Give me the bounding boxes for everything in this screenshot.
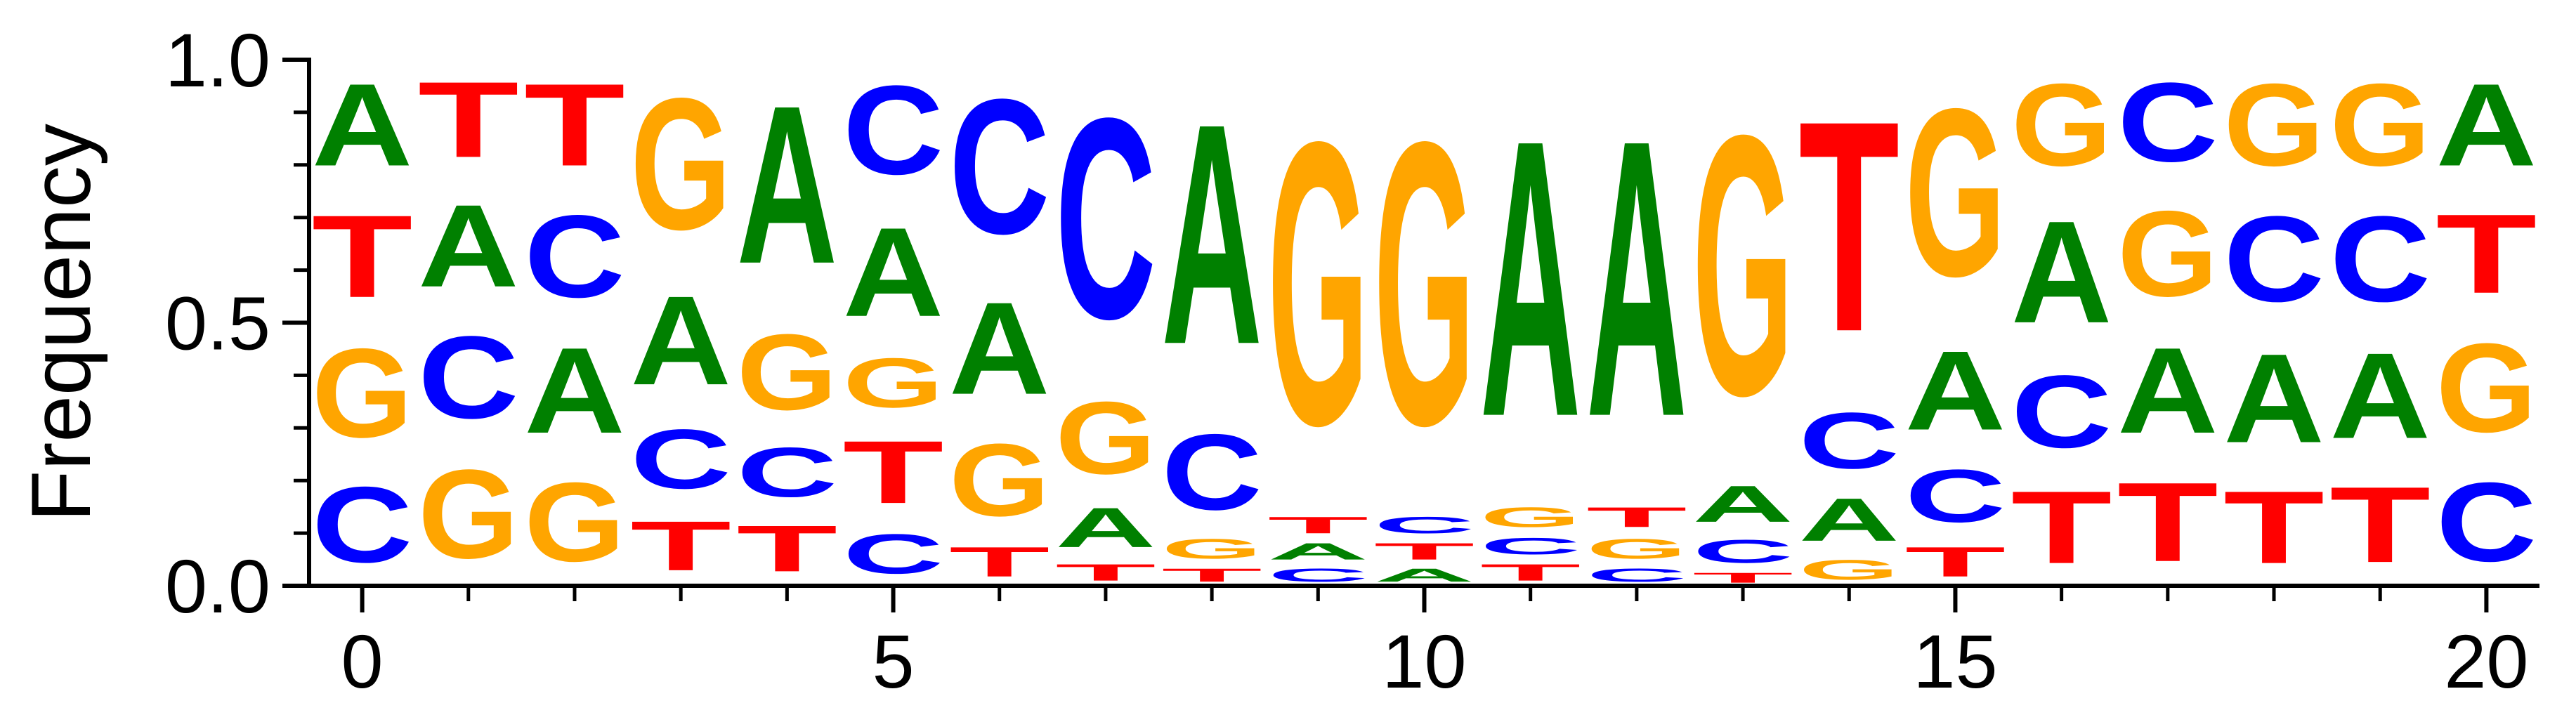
- logo-letter-T: T: [1374, 538, 1475, 564]
- logo-letter-T: T: [2117, 459, 2218, 585]
- y-tick-label: 0.5: [165, 281, 270, 366]
- logo-letter-T: T: [2329, 465, 2431, 586]
- logo-letter-A: A: [312, 59, 413, 190]
- logo-letter-A: A: [2117, 322, 2218, 459]
- logo-letter-A: A: [1374, 565, 1475, 586]
- logo-letter-T: T: [418, 60, 519, 180]
- logo-letter-T: T: [1798, 58, 1900, 394]
- logo-letter-A: A: [1161, 59, 1262, 410]
- logo-letter-A: A: [1055, 497, 1156, 559]
- y-axis-label: Frequency: [14, 124, 108, 522]
- logo-letter-G: G: [1480, 501, 1581, 533]
- logo-letter-G: G: [312, 322, 413, 464]
- logo-letter-C: C: [1586, 565, 1687, 586]
- logo-letter-T: T: [1161, 565, 1262, 586]
- logo-letter-C: C: [2011, 355, 2112, 470]
- logo-letter-G: G: [2117, 186, 2218, 322]
- logo-letters: CGTAGCATGACTTCAGTCGACTGACTGACTAGCTGCACAT…: [312, 58, 2537, 586]
- logo-letter-T: T: [312, 191, 413, 322]
- y-tick-label: 1.0: [165, 18, 270, 103]
- logo-letter-G: G: [1267, 58, 1368, 510]
- logo-letter-T: T: [737, 512, 838, 586]
- logo-letter-A: A: [1480, 59, 1581, 499]
- logo-letter-C: C: [1161, 412, 1262, 532]
- logo-letter-T: T: [2436, 191, 2537, 317]
- logo-letter-A: A: [1586, 59, 1687, 499]
- logo-letter-G: G: [1161, 533, 1262, 565]
- logo-letter-A: A: [949, 275, 1050, 421]
- axes: 0.0 0.5 1.0 0 5 10 15 20: [165, 18, 2539, 704]
- logo-letter-T: T: [630, 506, 731, 585]
- y-ticks: 0.0 0.5 1.0: [165, 18, 309, 629]
- logo-letter-T: T: [1267, 512, 1368, 538]
- logo-letter-A: A: [524, 322, 625, 459]
- logo-letter-C: C: [418, 312, 519, 443]
- logo-letter-C: C: [1480, 533, 1581, 559]
- logo-letter-A: A: [737, 58, 838, 310]
- logo-letter-A: A: [1267, 539, 1368, 565]
- logo-letter-A: A: [843, 202, 944, 343]
- logo-letter-A: A: [2436, 59, 2537, 190]
- x-tick-label: 15: [1913, 619, 1997, 704]
- x-tick-label: 20: [2444, 619, 2528, 704]
- logo-letter-G: G: [737, 312, 838, 433]
- logo-letter-T: T: [1692, 570, 1793, 586]
- logo-letter-T: T: [1055, 559, 1156, 585]
- logo-letter-C: C: [843, 60, 944, 202]
- logo-letter-G: G: [1692, 58, 1793, 473]
- logo-letter-C: C: [1267, 565, 1368, 586]
- logo-letter-G: G: [843, 344, 944, 422]
- logo-letter-C: C: [1374, 512, 1475, 538]
- logo-letter-T: T: [524, 60, 625, 191]
- logo-letter-A: A: [1905, 328, 2006, 454]
- logo-letter-A: A: [2223, 328, 2325, 470]
- logo-letter-A: A: [630, 270, 731, 412]
- logo-letter-T: T: [843, 423, 944, 523]
- logo-letter-C: C: [2329, 190, 2431, 327]
- logo-letter-G: G: [2223, 60, 2325, 190]
- logo-letter-G: G: [524, 459, 625, 585]
- logo-letter-G: G: [1374, 58, 1475, 510]
- logo-letter-T: T: [2223, 469, 2325, 585]
- logo-letter-C: C: [843, 523, 944, 585]
- x-tick-label: 0: [341, 619, 384, 704]
- logo-letter-C: C: [1905, 454, 2006, 538]
- logo-letter-C: C: [1798, 396, 1900, 485]
- logo-letter-A: A: [2329, 327, 2431, 464]
- logo-letter-G: G: [1905, 60, 2006, 327]
- logo-letter-T: T: [1480, 559, 1581, 585]
- logo-letter-C: C: [1055, 58, 1156, 379]
- logo-letter-G: G: [949, 423, 1050, 538]
- logo-letter-T: T: [2011, 469, 2112, 585]
- logo-letter-G: G: [2011, 60, 2112, 190]
- logo-letter-G: G: [1798, 554, 1900, 586]
- logo-letter-A: A: [1692, 475, 1793, 532]
- logo-letter-C: C: [524, 191, 625, 322]
- logo-letter-G: G: [1055, 381, 1156, 496]
- logo-letter-T: T: [1586, 501, 1687, 533]
- y-tick-label: 0.0: [165, 544, 270, 629]
- logo-letter-G: G: [630, 59, 731, 269]
- logo-letter-C: C: [949, 58, 1050, 274]
- logo-letter-C: C: [737, 433, 838, 512]
- logo-letter-A: A: [1798, 485, 1900, 553]
- logo-letter-G: G: [2436, 317, 2537, 459]
- logo-letter-C: C: [312, 464, 413, 585]
- x-ticks: 0 5 10 15 20: [341, 586, 2528, 704]
- logo-letter-G: G: [418, 443, 519, 585]
- logo-letter-C: C: [630, 412, 731, 506]
- logo-letter-G: G: [2329, 60, 2431, 190]
- logo-letter-C: C: [2436, 459, 2537, 585]
- logo-letter-T: T: [1905, 539, 2006, 586]
- logo-letter-A: A: [2011, 191, 2112, 354]
- logo-letter-G: G: [1586, 533, 1687, 565]
- logo-letter-C: C: [2223, 190, 2325, 327]
- x-tick-label: 5: [872, 619, 915, 704]
- logo-letter-C: C: [2117, 60, 2218, 185]
- x-tick-label: 10: [1382, 619, 1466, 704]
- logo-letter-T: T: [949, 539, 1050, 586]
- logo-letter-C: C: [1692, 533, 1793, 570]
- logo-letter-A: A: [418, 180, 519, 312]
